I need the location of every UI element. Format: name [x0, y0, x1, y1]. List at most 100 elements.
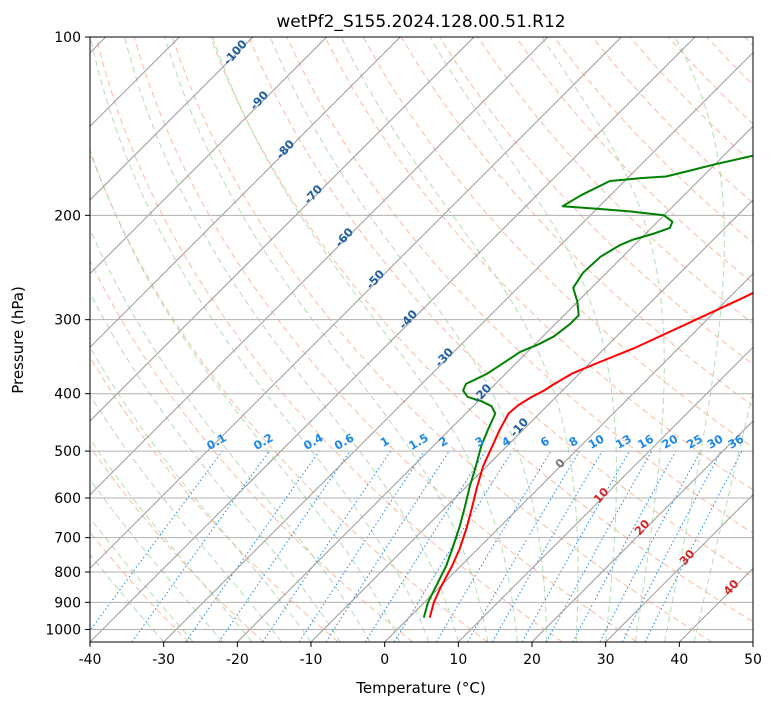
mixing-ratio-label: 16: [635, 432, 656, 452]
moist-adiabat-line: [90, 438, 253, 642]
dry-adiabat-label: -30: [432, 345, 456, 370]
mixing-ratio-label: 36: [725, 432, 746, 452]
temperature-profile: [428, 291, 753, 618]
dry-adiabat-label: -10: [507, 415, 531, 440]
x-tick-label: -40: [79, 652, 102, 668]
mixing-ratio-line: [572, 450, 677, 642]
dry-adiabat-line: [744, 37, 753, 47]
x-tick-label: 10: [449, 652, 467, 668]
isotherms: [90, 37, 753, 642]
chart-title: wetPf2_S155.2024.128.00.51.R12: [276, 12, 565, 32]
x-tick-label: 50: [744, 652, 762, 668]
mixing-ratio-line: [131, 450, 270, 642]
moist-adiabat-line: [340, 37, 579, 642]
moist-adiabat-line: [429, 37, 617, 642]
isotherm-line: [90, 37, 549, 496]
dry-adiabat-label: -40: [396, 307, 420, 332]
isotherm-line: [236, 125, 753, 642]
moist-adiabat-label: 30: [676, 547, 697, 568]
mixing-ratio-line: [325, 450, 450, 642]
mixing-ratio-line: [599, 450, 701, 642]
plot-area: -100-90-80-70-60-50-40-30-20-100.1 0.2 0.4…: [90, 37, 753, 642]
mixing-ratio-label: 2: [436, 434, 450, 450]
y-tick-label: 200: [54, 208, 81, 224]
moist-adiabat-line: [90, 228, 371, 642]
moist-adiabat-line: [90, 37, 430, 642]
mixing-ratio-label: 8: [566, 434, 580, 450]
mixing-ratio-label: 13: [613, 432, 634, 452]
x-tick-label: 0: [380, 652, 389, 668]
x-tick-label: -20: [226, 652, 249, 668]
line-labels: -100-90-80-70-60-50-40-30-20-100.1 0.2 0.4…: [204, 37, 746, 598]
dry-adiabat-line: [90, 259, 414, 642]
y-axis-ticks: 1000 900 800 700 600 500 400 300 200 100: [45, 30, 90, 638]
y-tick-label: 400: [54, 387, 81, 403]
dry-adiabat-line: [133, 37, 638, 642]
x-axis-ticks: -40 -30 -20 -10 0 10 20 30 40 50: [79, 642, 762, 668]
mixing-ratio-label: 1.5: [406, 430, 431, 452]
dry-adiabat-line: [706, 37, 753, 86]
moist-adiabat-line: [90, 394, 282, 642]
plot-frame: [89, 36, 754, 643]
moist-adiabat-line: [541, 37, 665, 642]
sounding-profiles: [422, 154, 753, 618]
mixing-ratio-label: 0.4: [301, 430, 326, 452]
isotherm-line: [752, 641, 753, 642]
mixing-ratio-line: [521, 450, 630, 642]
moist-adiabat-line: [90, 553, 165, 642]
mixing-ratio-line: [644, 450, 743, 642]
dry-adiabat-line: [90, 150, 488, 642]
dry-adiabat-label: -80: [273, 137, 297, 162]
dry-adiabat-label: -50: [363, 267, 387, 292]
dry-adiabat-label: -70: [301, 182, 325, 207]
moist-adiabat-line: [664, 37, 725, 642]
dry-adiabat-line: [95, 37, 563, 642]
dry-adiabat-line: [515, 37, 753, 284]
isotherm-line: [384, 272, 753, 642]
pressure-gridlines: [90, 37, 753, 630]
mixing-ratio-label: 0.6: [332, 430, 357, 452]
y-tick-label: 900: [54, 595, 81, 611]
moist-adiabat-line: [90, 516, 194, 642]
dry-adiabat-label: -100: [220, 37, 250, 68]
dry-adiabat-label: -20: [470, 381, 494, 406]
dry-adiabat-label: -90: [247, 88, 271, 113]
moist-adiabat-label: 20: [631, 517, 652, 538]
y-tick-label: 800: [54, 565, 81, 581]
mixing-ratio-line: [393, 450, 513, 642]
moist-adiabat-line: [90, 346, 312, 642]
mixing-ratio-label: 10: [586, 432, 607, 452]
moist-adiabat-line: [269, 37, 548, 642]
dry-adiabat-line: [90, 531, 190, 642]
dry-adiabat-line: [324, 37, 753, 491]
x-tick-label: 20: [523, 652, 541, 668]
mixing-ratio-label: 25: [684, 432, 705, 452]
moist-adiabat-line: [164, 37, 489, 642]
x-tick-label: -30: [152, 652, 175, 668]
moist-adiabat-line: [90, 292, 341, 642]
dry-adiabat-line: [477, 37, 753, 325]
isotherm-line: [90, 37, 622, 570]
isotherm-line: [605, 493, 753, 642]
mixing-ratio-label: 6: [538, 434, 552, 450]
mixing-ratio-line: [298, 450, 425, 642]
isotherm-line: [90, 37, 401, 349]
mixing-ratio-line: [467, 450, 580, 642]
y-tick-label: 300: [54, 313, 81, 329]
mixing-ratio-line: [545, 450, 653, 642]
x-tick-label: -10: [300, 652, 323, 668]
x-tick-label: 30: [597, 652, 615, 668]
isotherm-line: [457, 346, 753, 642]
mixing-ratio-label: 20: [659, 432, 680, 452]
y-tick-label: 700: [54, 531, 81, 547]
dry-adiabat-line: [171, 37, 712, 642]
moist-adiabat-line: [693, 390, 753, 642]
moist-adiabats: [90, 37, 753, 642]
y-tick-label: 1000: [45, 622, 81, 638]
dewpoint-profile: [422, 154, 753, 618]
dry-adiabat-line: [553, 37, 753, 244]
mixing-ratio-line: [218, 450, 351, 642]
moist-adiabat-label: 40: [720, 577, 741, 598]
moist-adiabat-label: 0: [552, 456, 568, 471]
